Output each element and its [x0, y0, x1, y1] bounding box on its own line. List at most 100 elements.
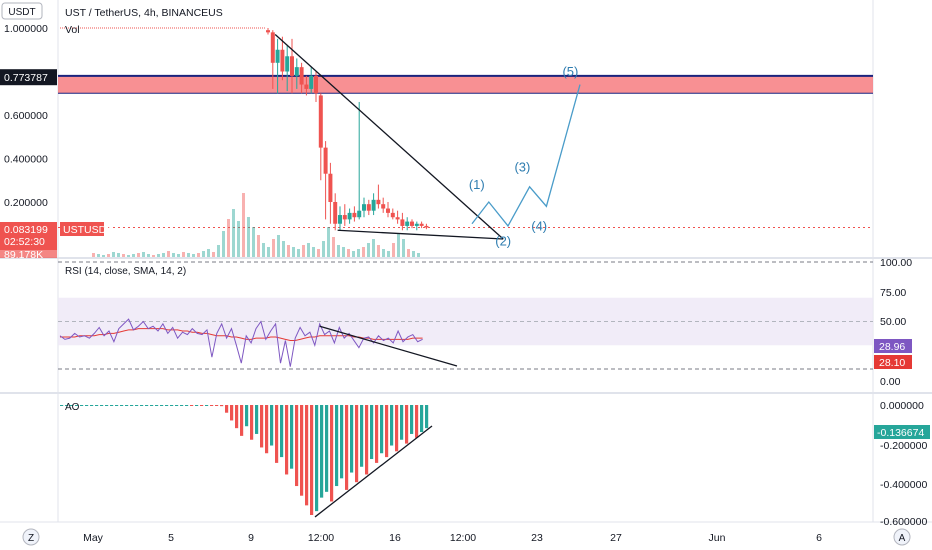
ao-bar[interactable] — [270, 405, 274, 446]
candle[interactable] — [338, 215, 342, 224]
candle[interactable] — [424, 225, 429, 228]
ao-bar[interactable] — [75, 405, 79, 406]
resistance-zone[interactable] — [58, 75, 873, 94]
ao-bar[interactable] — [290, 405, 294, 469]
ao-bar[interactable] — [255, 405, 259, 434]
ao-bar[interactable] — [125, 405, 129, 406]
ao-bar[interactable] — [225, 405, 229, 413]
ao-bar[interactable] — [245, 405, 249, 427]
candle[interactable] — [299, 67, 304, 85]
ao-bar[interactable] — [175, 405, 179, 406]
candle[interactable] — [290, 56, 294, 76]
ao-bar[interactable] — [275, 405, 279, 463]
ao-bar[interactable] — [215, 405, 219, 406]
candle[interactable] — [414, 223, 419, 226]
candle[interactable] — [333, 202, 338, 224]
ao-bar[interactable] — [110, 405, 114, 406]
ao-bar[interactable] — [150, 405, 154, 406]
ao-bar[interactable] — [95, 405, 99, 406]
ao-bar[interactable] — [220, 405, 224, 407]
ao-bar[interactable] — [370, 405, 374, 460]
ao-bar[interactable] — [200, 405, 204, 406]
ao-bar[interactable] — [335, 405, 339, 487]
candle[interactable] — [362, 204, 366, 211]
candle[interactable] — [371, 199, 376, 211]
candle[interactable] — [318, 95, 323, 148]
auto-scale-icon[interactable] — [893, 528, 911, 546]
ao-bar[interactable] — [170, 405, 174, 406]
candle[interactable] — [342, 215, 347, 220]
ao-bar[interactable] — [415, 405, 419, 438]
ao-bar[interactable] — [205, 405, 209, 406]
ao-value-tag[interactable] — [874, 425, 930, 439]
candle[interactable] — [266, 30, 270, 33]
symbol-tag[interactable] — [60, 222, 104, 236]
ao-bar[interactable] — [160, 405, 164, 406]
ao-bar[interactable] — [90, 405, 94, 406]
ao-bar[interactable] — [280, 405, 284, 458]
ao-bar[interactable] — [310, 405, 314, 515]
ao-bar[interactable] — [235, 405, 239, 429]
candle[interactable] — [381, 204, 386, 209]
ao-bar[interactable] — [180, 405, 184, 406]
ao-bar[interactable] — [135, 405, 139, 406]
ao-bar[interactable] — [400, 405, 404, 440]
ao-bar[interactable] — [210, 405, 214, 406]
ao-bar[interactable] — [320, 405, 324, 498]
ao-bar[interactable] — [100, 405, 104, 406]
ao-bar[interactable] — [70, 405, 74, 406]
ao-bar[interactable] — [65, 405, 69, 406]
rsi-panel[interactable]: 100.00 75.00 50.00 0.00 28.96 28.10 — [58, 257, 912, 388]
candle[interactable] — [347, 212, 352, 220]
ao-bar[interactable] — [325, 405, 329, 492]
rsi-value-tag[interactable] — [874, 339, 912, 353]
ao-bar[interactable] — [120, 405, 124, 406]
candle[interactable] — [304, 84, 309, 89]
candle[interactable] — [285, 56, 290, 72]
ao-bar[interactable] — [315, 405, 319, 512]
ao-bar[interactable] — [410, 405, 414, 434]
candle[interactable] — [275, 49, 280, 63]
ao-bar[interactable] — [340, 405, 344, 479]
ao-bar[interactable] — [240, 405, 244, 436]
candle[interactable] — [309, 75, 314, 89]
candle[interactable] — [328, 173, 333, 202]
ao-bar[interactable] — [390, 405, 394, 446]
rsi-ma-value-tag[interactable] — [874, 355, 912, 369]
ao-bar[interactable] — [345, 405, 349, 490]
ao-bar[interactable] — [80, 405, 84, 406]
ao-bar[interactable] — [190, 405, 194, 406]
candle[interactable] — [419, 223, 424, 226]
ao-bar[interactable] — [265, 405, 269, 454]
ao-bar[interactable] — [140, 405, 144, 406]
ao-bar[interactable] — [115, 405, 119, 406]
candle[interactable] — [280, 49, 285, 72]
candle[interactable] — [395, 217, 400, 220]
rsi-line[interactable] — [59, 318, 423, 367]
zoom-icon[interactable] — [22, 528, 40, 546]
ao-bar[interactable] — [130, 405, 134, 406]
resistance-level-tag[interactable] — [0, 69, 57, 86]
ao-bar[interactable] — [355, 405, 359, 483]
ao-bar[interactable] — [250, 405, 254, 440]
ao-panel[interactable]: 0.000000 -0.200000 -0.400000 -0.600000 -0.13… — [60, 400, 930, 528]
ao-bar[interactable] — [145, 405, 149, 406]
rsi-trendline[interactable] — [319, 325, 458, 367]
candle[interactable] — [270, 32, 275, 63]
candle[interactable] — [376, 199, 381, 205]
trendline[interactable] — [274, 34, 504, 240]
ao-trendline[interactable] — [314, 425, 433, 518]
ao-bar[interactable] — [195, 405, 199, 406]
ao-bar[interactable] — [155, 405, 159, 406]
candle[interactable] — [410, 221, 414, 226]
ao-bar[interactable] — [285, 405, 289, 475]
currency-badge[interactable] — [1, 2, 43, 20]
ao-bar[interactable] — [85, 405, 89, 406]
ao-bar[interactable] — [405, 405, 409, 444]
rsi-ma-line[interactable] — [60, 328, 423, 342]
ao-bar[interactable] — [385, 405, 389, 458]
ao-bar[interactable] — [395, 405, 399, 452]
ao-bar[interactable] — [230, 405, 234, 421]
elliott-wave-projection[interactable] — [471, 84, 581, 228]
